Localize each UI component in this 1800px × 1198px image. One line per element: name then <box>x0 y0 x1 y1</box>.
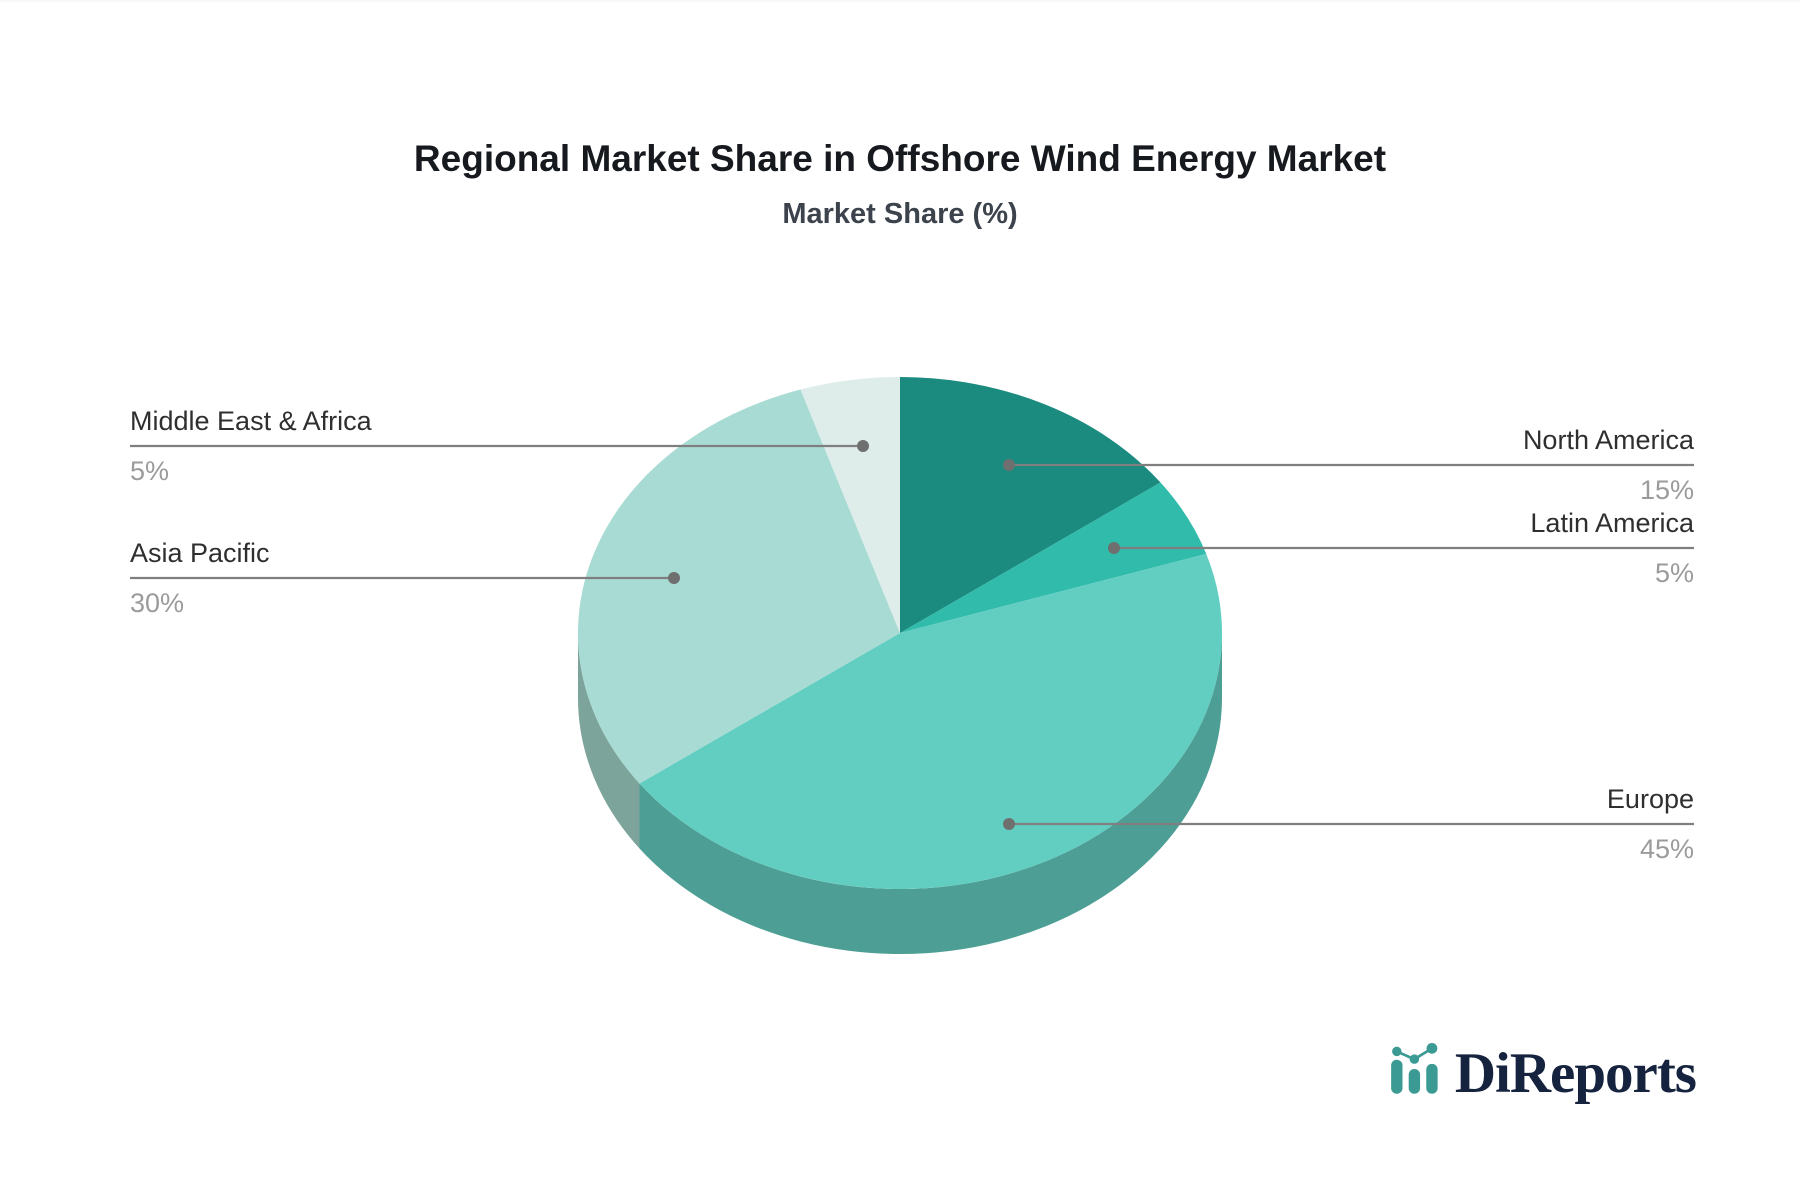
slice-label: Latin America <box>1530 508 1694 538</box>
pie-slice-3 <box>578 389 900 784</box>
callout-europe: Europe 45% <box>1607 780 1694 868</box>
leader-dot-0 <box>1003 459 1015 471</box>
slice-percentage: 5% <box>130 456 170 486</box>
slice-percentage: 15% <box>1639 475 1694 505</box>
leader-dot-1 <box>1108 542 1120 554</box>
brand-name: DiReports <box>1454 1042 1697 1105</box>
bar-line-chart-icon <box>1390 1042 1438 1094</box>
callout-latin-america: Latin America 5% <box>1530 504 1694 592</box>
slice-label: North America <box>1522 425 1694 455</box>
pie-side-3 <box>578 633 640 849</box>
slice-percentage: 5% <box>1654 558 1694 588</box>
leader-dot-4 <box>857 440 869 452</box>
pie-slice-4 <box>800 377 900 633</box>
pie-slice-1 <box>900 482 1207 633</box>
chart-title: Regional Market Share in Offshore Wind E… <box>413 138 1387 179</box>
slice-label: Middle East & Africa <box>130 406 372 436</box>
pie-slice-0 <box>900 377 1161 633</box>
slice-label: Europe <box>1606 784 1694 814</box>
slice-percentage: 45% <box>1639 834 1694 864</box>
slice-label: Asia Pacific <box>130 538 270 568</box>
pie-slice-2 <box>639 553 1223 890</box>
leader-dot-2 <box>1003 818 1015 830</box>
chart-subtitle: Market Share (%) <box>782 198 1018 230</box>
callout-asia-pacific: Asia Pacific 30% <box>130 534 270 622</box>
callout-north-america: North America 15% <box>1523 421 1694 509</box>
leader-dot-3 <box>668 572 680 584</box>
callout-middle-east-africa: Middle East & Africa 5% <box>130 402 372 490</box>
slice-percentage: 30% <box>130 588 185 618</box>
brand-logo: DiReports <box>1387 1038 1697 1106</box>
pie-side-2 <box>639 633 1222 954</box>
